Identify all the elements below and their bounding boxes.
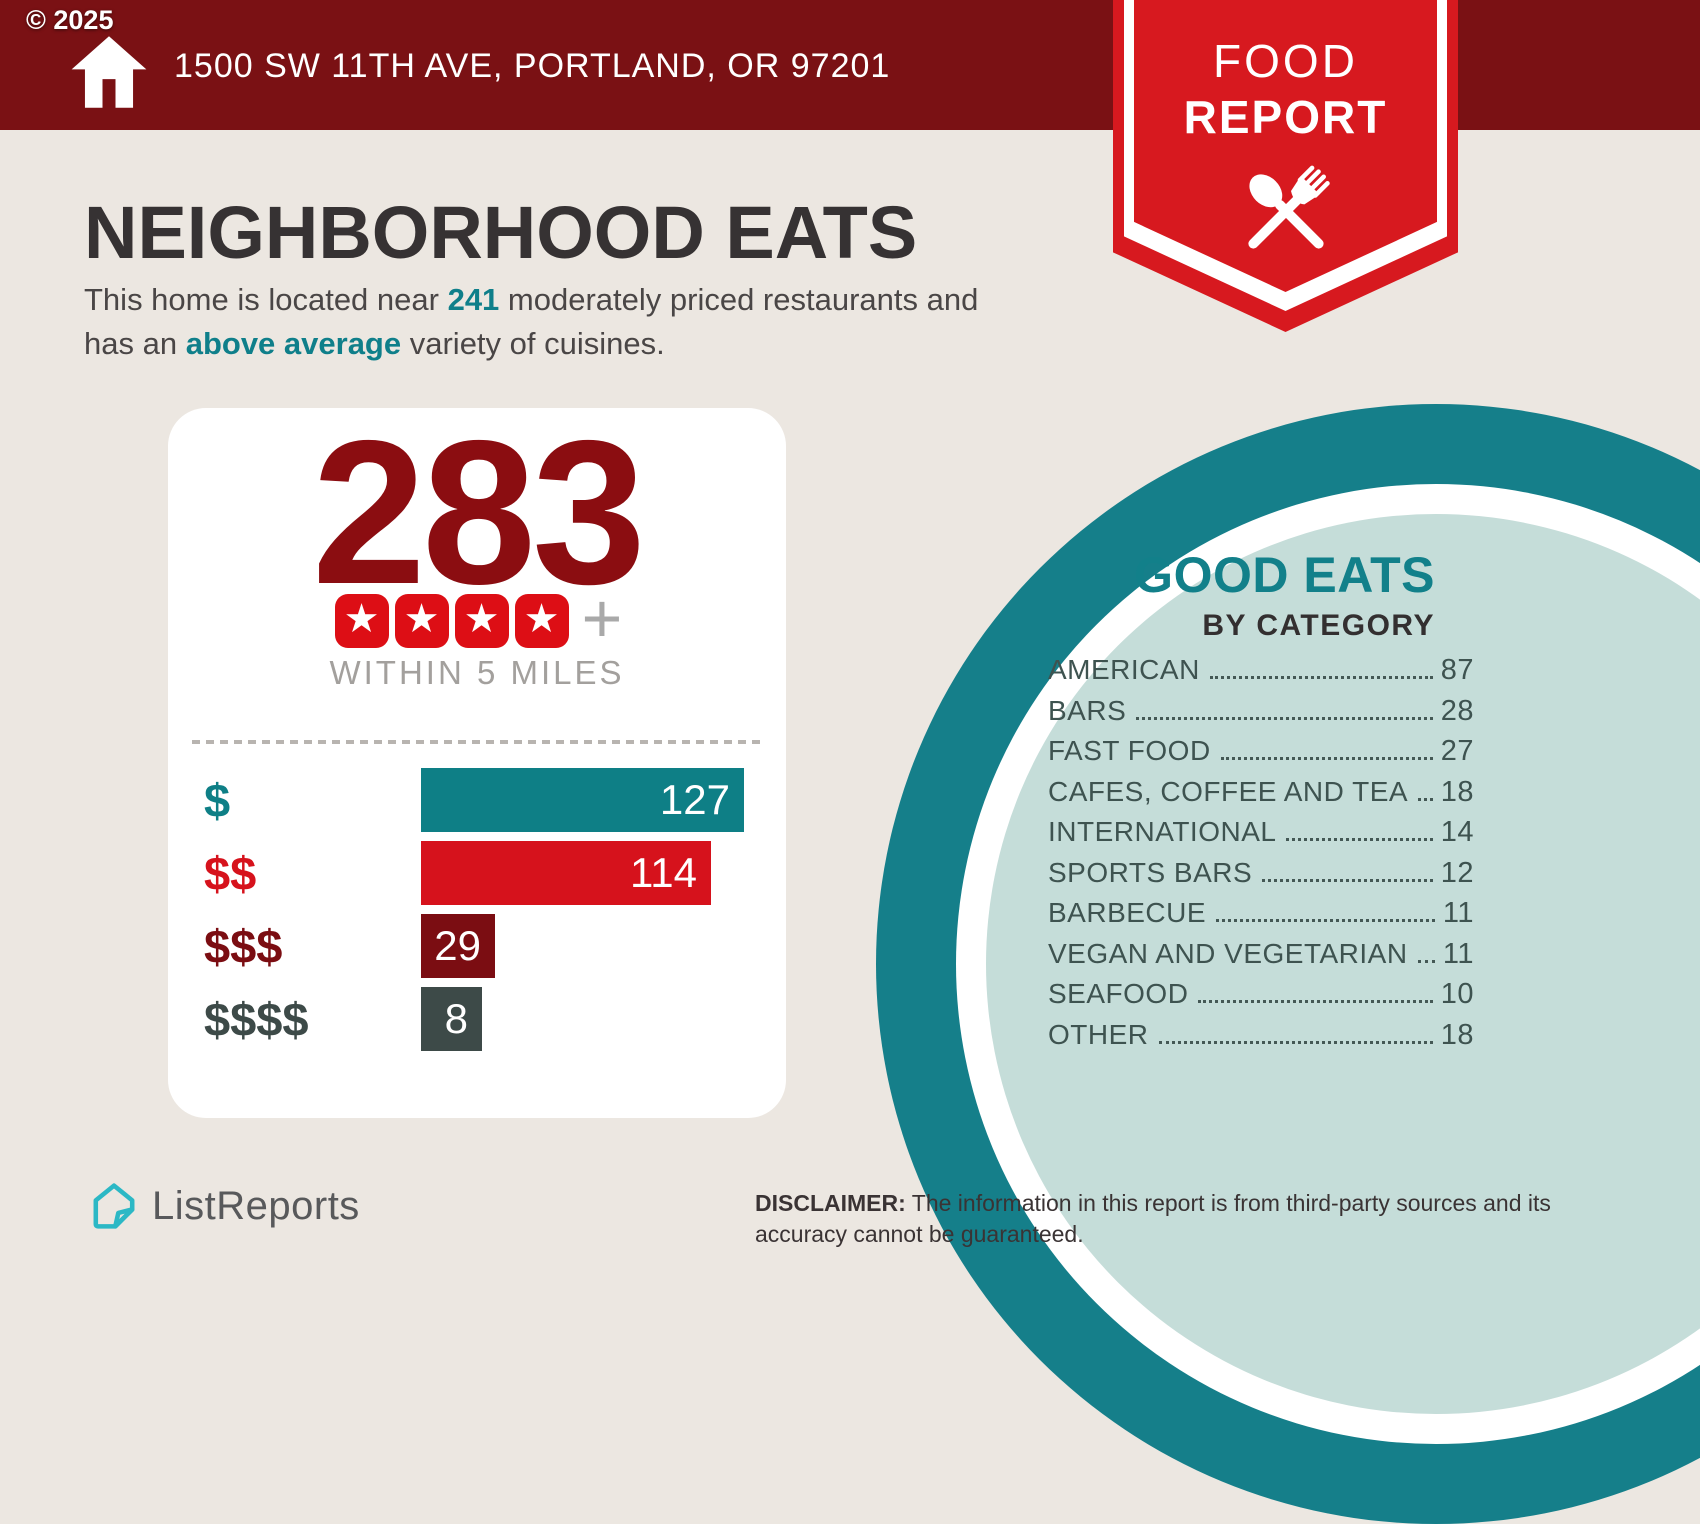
price-bar: 114 — [421, 841, 711, 905]
home-icon — [71, 36, 147, 108]
disclaimer-line2: accuracy cannot be guaranteed. — [755, 1221, 1084, 1247]
dot-leader — [1158, 1040, 1433, 1044]
category-list: AMERICAN 87 BARS 28 FAST FOOD 27 CAFES, COFFEE… — [1048, 654, 1474, 1059]
dot-leader — [1220, 757, 1433, 760]
category-label: OTHER — [1048, 1018, 1149, 1050]
category-value: 10 — [1440, 978, 1474, 1010]
star-icon: ★ — [514, 594, 569, 648]
disclaimer: DISCLAIMER: The information in this repo… — [755, 1188, 1551, 1250]
category-value: 18 — [1440, 1018, 1474, 1051]
category-label: VEGAN AND VEGETARIAN — [1048, 937, 1408, 969]
disclaimer-label: DISCLAIMER: — [755, 1190, 906, 1216]
price-bar: 127 — [421, 768, 744, 832]
intro-line2-post: variety of cuisines. — [401, 326, 665, 361]
good-eats-title: GOOD EATS — [1134, 547, 1435, 603]
category-value: 11 — [1442, 897, 1474, 929]
crossed-utensils-icon — [1247, 165, 1330, 249]
dot-leader — [1136, 716, 1433, 720]
category-value: 14 — [1440, 816, 1474, 848]
good-eats-subtitle: BY CATEGORY — [1202, 609, 1435, 642]
category-row: FAST FOOD 27 — [1048, 735, 1474, 776]
star-icon: ★ — [334, 594, 389, 648]
category-label: CAFES, COFFEE AND TEA — [1048, 775, 1409, 807]
intro-line1-post: moderately priced restaurants and — [499, 282, 979, 317]
category-label: BARS — [1048, 694, 1127, 726]
category-row: SEAFOOD 10 — [1048, 978, 1474, 1019]
total-restaurants: 283 — [311, 398, 646, 627]
restaurant-count: 241 — [447, 282, 500, 317]
ribbon-fill — [1134, 0, 1437, 292]
intro-line2-pre: has an — [84, 326, 186, 361]
ribbon-title-line2: REPORT — [1183, 91, 1388, 143]
price-bar-row: $$$ 29 — [168, 914, 762, 978]
dot-leader — [1418, 797, 1433, 801]
intro-paragraph: This home is located near 241 moderately… — [84, 278, 978, 366]
category-label: SEAFOOD — [1048, 978, 1189, 1009]
price-bar-row: $$$$ 8 — [168, 987, 762, 1051]
category-value: 12 — [1440, 856, 1474, 889]
page-title: NEIGHBORHOOD EATS — [84, 191, 918, 274]
dot-leader — [1198, 1000, 1433, 1003]
price-bar-chart: $127 $$ 114 $$$ 29 $$$$ 8 — [168, 768, 762, 1060]
dot-leader — [1417, 959, 1435, 963]
price-tier-label: $ — [204, 773, 231, 827]
dot-leader — [1216, 919, 1435, 922]
price-bar: 8 — [421, 987, 482, 1051]
disclaimer-line1: The information in this report is from t… — [911, 1190, 1551, 1216]
category-value: 87 — [1440, 654, 1474, 686]
category-row: SPORTS BARS 12 — [1048, 857, 1474, 898]
category-label: SPORTS BARS — [1048, 856, 1253, 888]
price-bar: 29 — [421, 914, 495, 978]
dashed-divider — [192, 740, 762, 744]
category-row: BARS 28 — [1048, 695, 1474, 736]
category-row: INTERNATIONAL 14 — [1048, 816, 1474, 857]
price-tier-label: $$$$ — [204, 992, 309, 1046]
property-address: 1500 SW 11TH AVE, PORTLAND, OR 97201 — [174, 47, 891, 85]
category-value: 18 — [1440, 775, 1474, 808]
category-label: BARBECUE — [1048, 897, 1207, 928]
listreports-logo-icon — [93, 1183, 135, 1229]
ribbon-title-line1: FOOD — [1213, 35, 1358, 87]
variety-highlight: above average — [185, 326, 402, 361]
good-eats-header: GOOD EATS BY CATEGORY — [1035, 546, 1435, 643]
intro-line1-pre: This home is located near — [84, 282, 448, 317]
category-label: AMERICAN — [1048, 654, 1200, 685]
price-bar-row: $$ 114 — [168, 841, 762, 905]
copyright-text: © 2025 — [26, 5, 114, 35]
food-report-ribbon: FOOD REPORT — [1113, 0, 1458, 332]
plus-icon: + — [581, 579, 623, 657]
star-icons: ★ ★ ★ ★ — [332, 594, 572, 648]
category-label: INTERNATIONAL — [1048, 816, 1277, 847]
category-row: VEGAN AND VEGETARIAN 11 — [1048, 938, 1474, 979]
dot-leader — [1209, 676, 1433, 679]
listreports-brand: ListReports — [88, 1180, 360, 1232]
ribbon-title: FOOD REPORT — [1113, 34, 1458, 144]
category-value: 28 — [1440, 694, 1474, 727]
dot-leader — [1262, 878, 1433, 882]
good-eats-circle-inner — [986, 514, 1700, 1414]
category-row: BARBECUE 11 — [1048, 897, 1474, 938]
dot-leader — [1286, 838, 1433, 841]
price-bar-row: $127 — [168, 768, 762, 832]
price-tier-label: $$ — [204, 846, 257, 900]
category-row: OTHER 18 — [1048, 1019, 1474, 1060]
star-icon: ★ — [454, 594, 509, 648]
category-value: 27 — [1440, 735, 1474, 767]
listreports-brand-name: ListReports — [152, 1183, 360, 1228]
category-row: CAFES, COFFEE AND TEA 18 — [1048, 776, 1474, 817]
radius-caption: WITHIN 5 MILES — [329, 654, 625, 691]
star-rating: ★ ★ ★ ★ + — [168, 579, 786, 657]
category-row: AMERICAN 87 — [1048, 654, 1474, 695]
restaurant-summary-card: 283 ★ ★ ★ ★ + WITHIN 5 MILES $127 $$ 114 $$$ 29… — [168, 408, 786, 1118]
price-tier-label: $$$ — [204, 919, 283, 973]
category-label: FAST FOOD — [1048, 735, 1211, 766]
star-icon: ★ — [394, 594, 449, 648]
category-value: 11 — [1442, 937, 1474, 970]
